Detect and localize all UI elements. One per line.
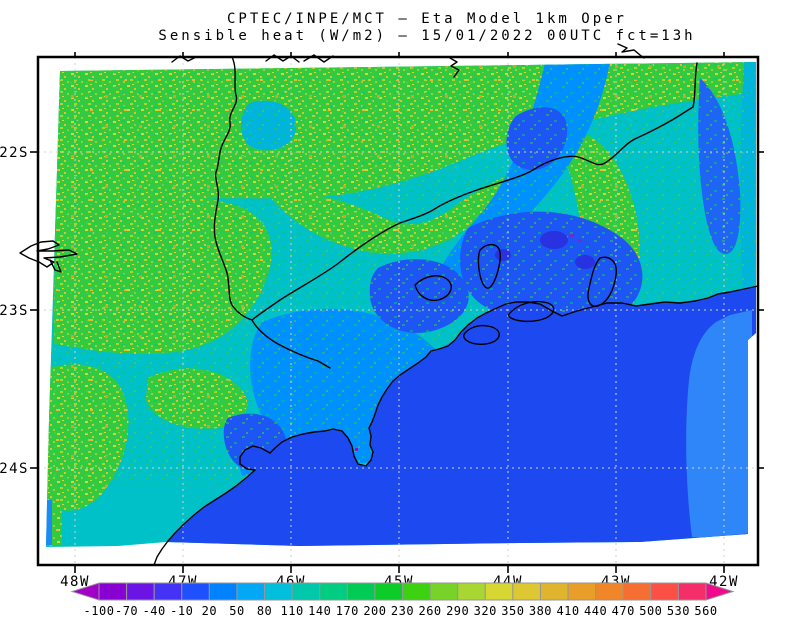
colorbar-level-530: 530 bbox=[667, 604, 690, 618]
colorbar-segment-530 bbox=[677, 582, 707, 601]
colorbar-level-170: 170 bbox=[336, 604, 359, 618]
colorbar-level-80: 80 bbox=[257, 604, 272, 618]
field-darkblue-spots bbox=[495, 231, 595, 269]
colorbar-segment-290 bbox=[457, 582, 486, 601]
colorbar-level--10: -10 bbox=[170, 604, 193, 618]
colorbar-segment-170 bbox=[346, 582, 376, 601]
island-ilhabela bbox=[507, 300, 555, 323]
colorbar-level-560: 560 bbox=[694, 604, 717, 618]
plot-title-line1: CPTEC/INPE/MCT — Eta Model 1km Oper bbox=[227, 11, 627, 27]
lat-label-24S: 24S bbox=[0, 461, 29, 477]
ocean-east-band bbox=[686, 310, 752, 538]
colorbar-segment-500 bbox=[650, 582, 679, 601]
colorbar-level--40: -40 bbox=[143, 604, 166, 618]
colorbar-segment-110 bbox=[291, 582, 321, 601]
edge-sliver bbox=[46, 500, 52, 545]
purple-dot bbox=[578, 239, 581, 242]
map-contours bbox=[19, 43, 759, 566]
colorbar-segment--40 bbox=[153, 582, 183, 601]
colorbar-level-200: 200 bbox=[363, 604, 386, 618]
colorbar-level-230: 230 bbox=[391, 604, 414, 618]
colorbar-level-470: 470 bbox=[612, 604, 635, 618]
colorbar-level-50: 50 bbox=[229, 604, 244, 618]
colorbar-segment-440 bbox=[595, 582, 624, 601]
colorbar-level--100: -100 bbox=[84, 604, 115, 618]
margin-border-squiggles bbox=[171, 43, 645, 78]
colorbar-level-410: 410 bbox=[556, 604, 579, 618]
heatmap-field bbox=[46, 62, 756, 547]
colorbar-level-290: 290 bbox=[446, 604, 469, 618]
magenta-dot bbox=[355, 448, 358, 451]
colorbar-segment--100 bbox=[98, 582, 128, 601]
axis-ticks bbox=[30, 52, 764, 573]
colorbar-labels: -100 -70 -40 -10 20 50 80 110 140 170 200 230 260 290… bbox=[84, 604, 718, 618]
colorbar-level-320: 320 bbox=[474, 604, 497, 618]
colorbar-segment-200 bbox=[374, 582, 403, 601]
colorbar-level-110: 110 bbox=[281, 604, 304, 618]
lat-axis-labels: 22S 23S 24S bbox=[0, 145, 29, 477]
colorbar-level-350: 350 bbox=[501, 604, 524, 618]
colorbar-above-arrow bbox=[705, 582, 735, 601]
reservoir-contours bbox=[414, 243, 617, 307]
colorbar-level-440: 440 bbox=[584, 604, 607, 618]
colorbar bbox=[70, 582, 735, 601]
ocean-area bbox=[154, 280, 756, 547]
colorbar-segment--10 bbox=[181, 582, 210, 601]
plot-title-line2: Sensible heat (W/m2) — 15/01/2022 00UTC … bbox=[158, 28, 695, 44]
lon-label-48W: 48W bbox=[60, 574, 90, 590]
colorbar-level-500: 500 bbox=[639, 604, 662, 618]
colorbar-segment-140 bbox=[319, 582, 348, 601]
edge-sliver bbox=[46, 100, 51, 140]
colorbar-level--70: -70 bbox=[115, 604, 138, 618]
west-margin-contour bbox=[19, 240, 78, 273]
colorbar-segment-320 bbox=[484, 582, 514, 601]
colorbar-segment-410 bbox=[567, 582, 597, 601]
colorbar-segment-80 bbox=[264, 582, 293, 601]
colorbar-segment--70 bbox=[126, 582, 155, 601]
state-border-diagonal bbox=[251, 62, 698, 369]
colorbar-segment-20 bbox=[208, 582, 238, 601]
graticule bbox=[38, 57, 758, 565]
colorbar-level-140: 140 bbox=[308, 604, 331, 618]
colorbar-segment-470 bbox=[622, 582, 652, 601]
colorbar-level-260: 260 bbox=[418, 604, 441, 618]
lat-label-23S: 23S bbox=[0, 303, 29, 319]
coastline bbox=[153, 285, 759, 566]
colorbar-level-20: 20 bbox=[202, 604, 217, 618]
colorbar-segment-50 bbox=[236, 582, 266, 601]
purple-dot bbox=[570, 234, 574, 237]
colorbar-level-380: 380 bbox=[529, 604, 552, 618]
colorbar-segment-350 bbox=[512, 582, 541, 601]
colorbar-segment-230 bbox=[402, 582, 431, 601]
state-border-north-south bbox=[213, 56, 253, 321]
plot-frame bbox=[36, 55, 760, 567]
colorbar-segment-380 bbox=[539, 582, 569, 601]
colorbar-segment-260 bbox=[429, 582, 459, 601]
island-guaruja bbox=[463, 324, 500, 345]
lat-label-22S: 22S bbox=[0, 145, 29, 161]
edge-sliver bbox=[46, 330, 50, 350]
